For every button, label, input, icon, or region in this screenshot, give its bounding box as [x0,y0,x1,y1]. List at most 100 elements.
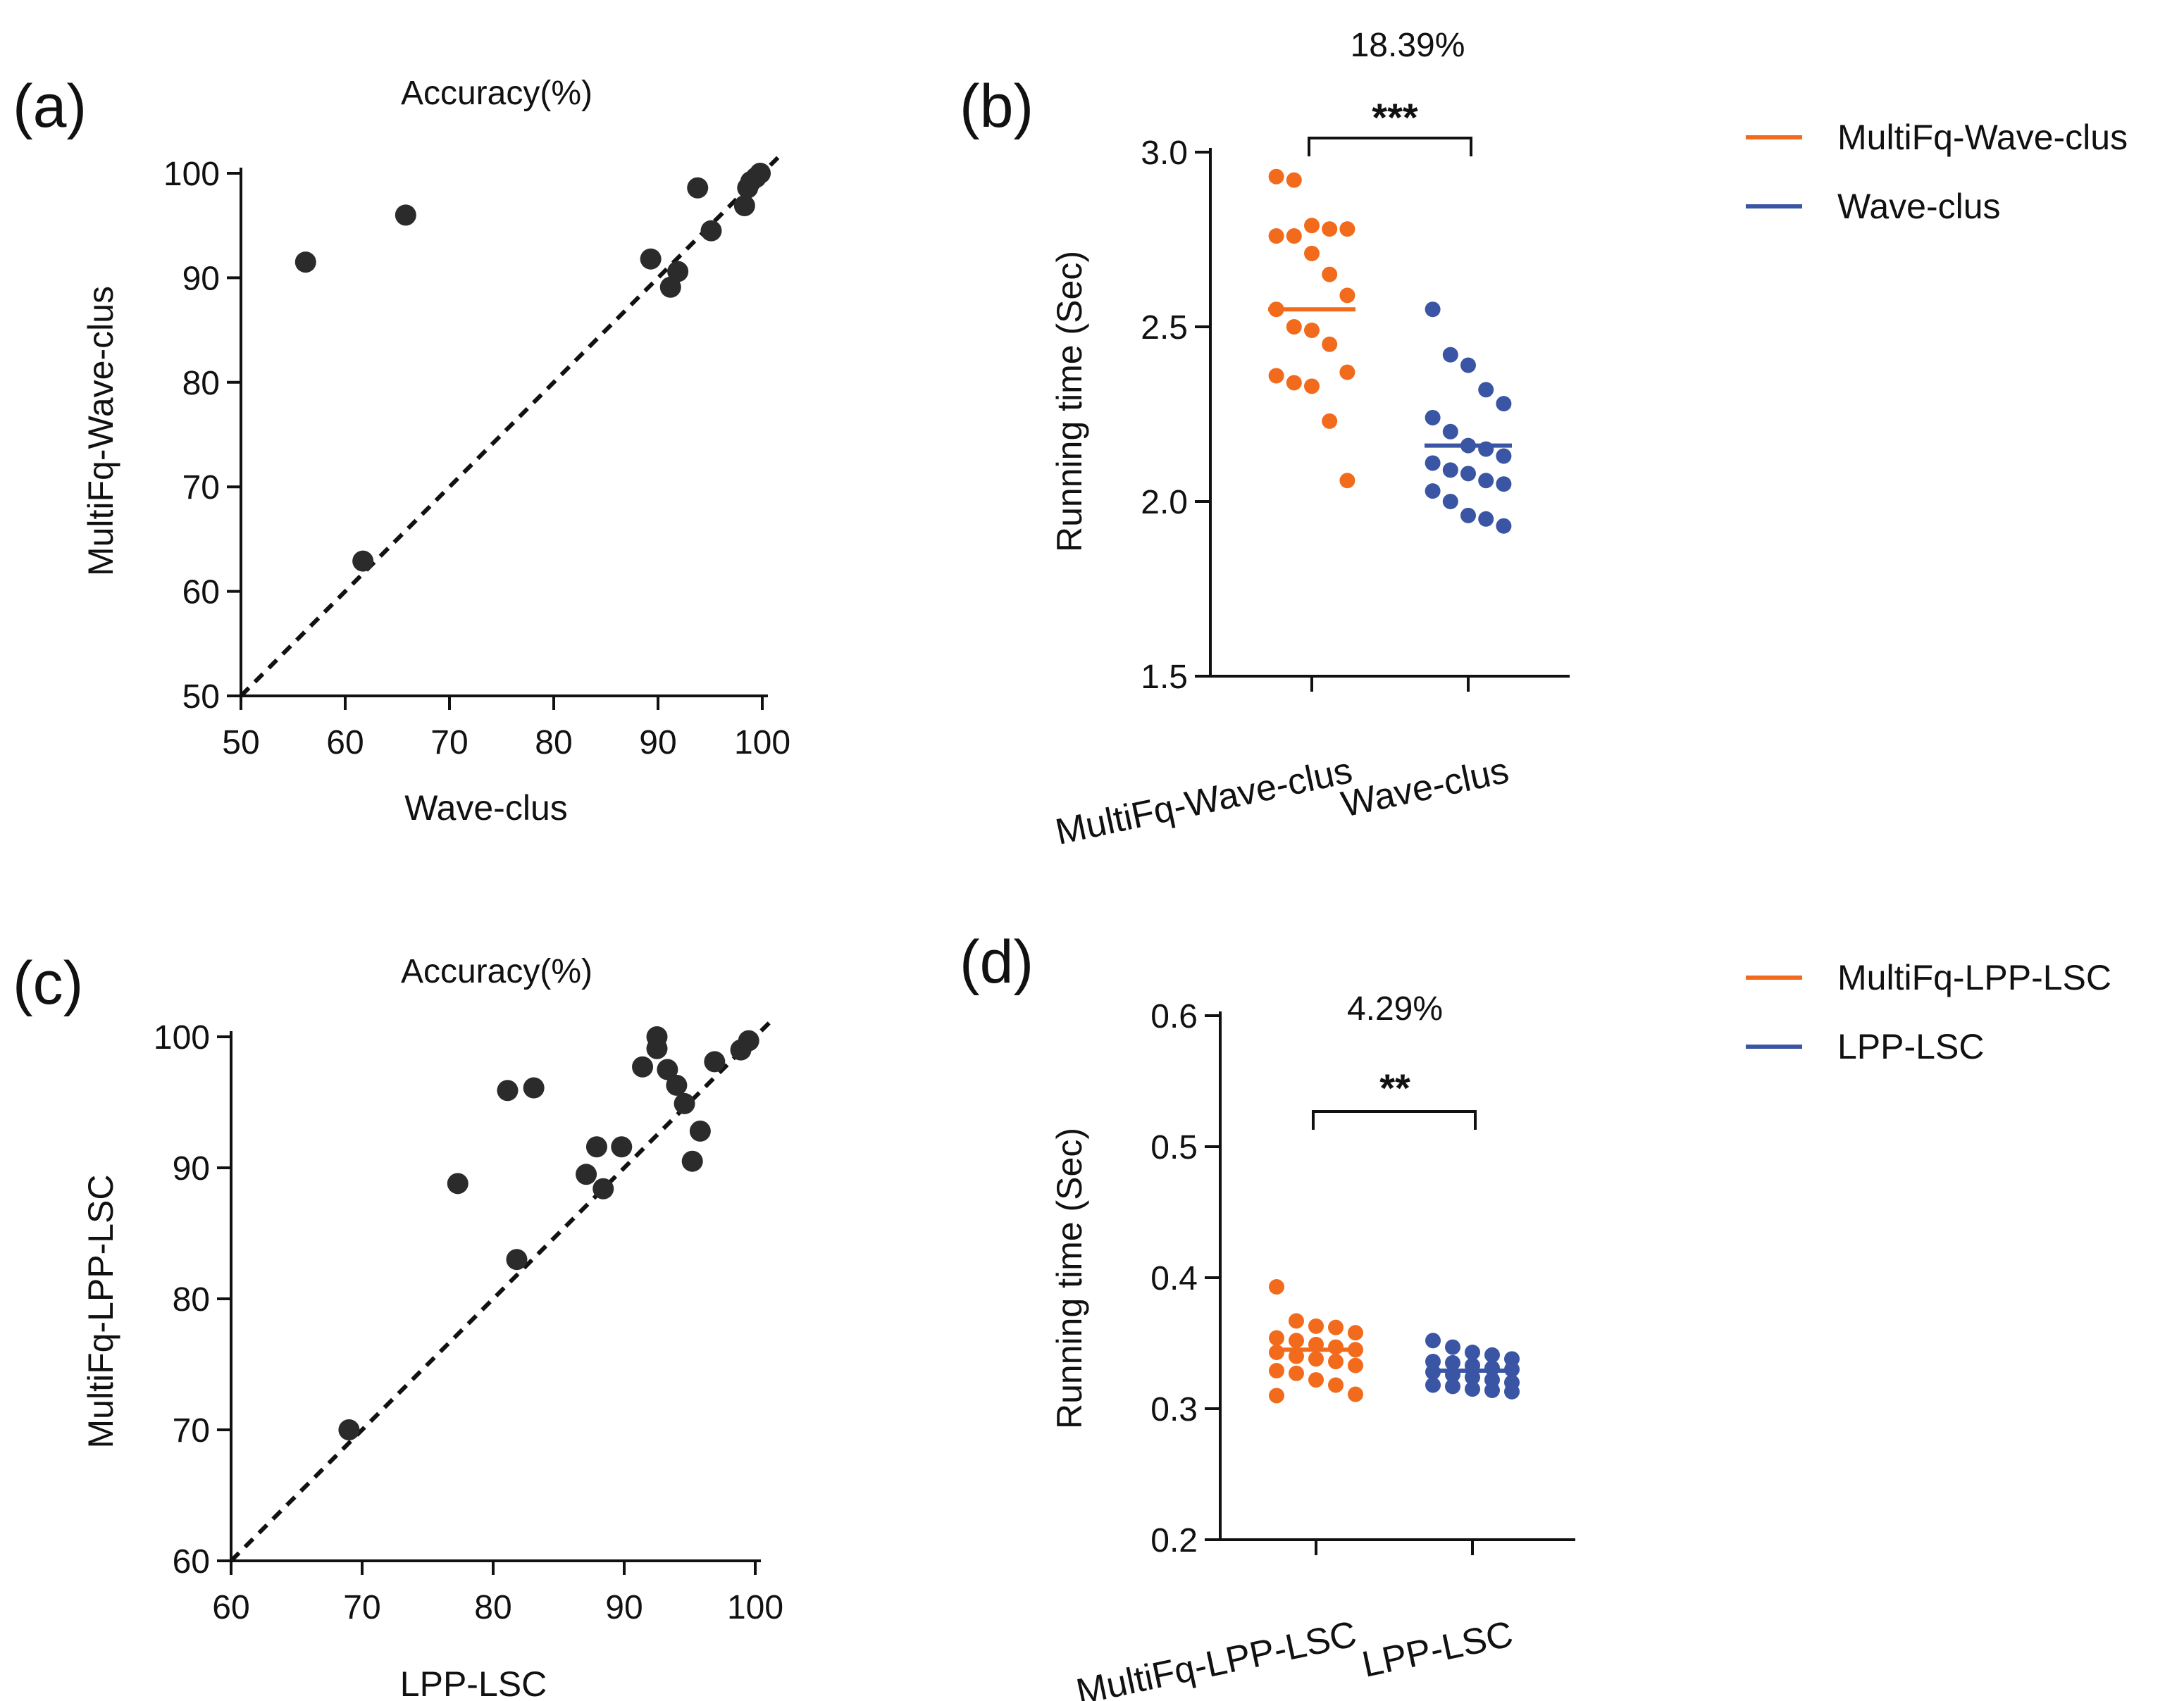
y-tick-label: 2.0 [1141,484,1188,521]
x-tick-label: 90 [605,1589,643,1626]
data-point [1496,518,1512,534]
data-point [1478,441,1494,457]
data-point [1425,409,1441,425]
data-point [1465,1381,1480,1397]
data-point [1322,266,1338,282]
data-point [1478,473,1494,489]
panel-d-percent-annotation: 4.29% [1347,990,1443,1028]
data-point [1445,1354,1460,1371]
data-point [1308,1372,1324,1388]
data-point [1339,364,1355,380]
panel-b-percent-annotation: 18.39% [1351,27,1465,64]
y-tick-label: 0.3 [1150,1391,1198,1428]
data-point [1339,287,1355,304]
scatter-point [750,163,771,184]
scatter-point [674,1092,695,1114]
panel-a-scatter: (a) Accuracy(%) Wave-clus MultiFq-Wave-c… [13,73,790,828]
panel-c-axes [230,1031,761,1562]
y-tick-label: 0.5 [1150,1129,1198,1166]
data-point [1289,1365,1304,1381]
panel-d-significance-stars: ** [1379,1066,1410,1110]
scatter-point [667,261,689,282]
y-tick-label: 90 [173,1150,210,1188]
data-point [1268,168,1284,185]
data-point [1425,483,1441,499]
data-point [1442,494,1458,509]
data-point [1460,507,1476,523]
data-point [1348,1325,1363,1341]
data-point [1445,1339,1460,1355]
panel-a-title: Accuracy(%) [401,75,592,112]
data-point [1304,322,1320,338]
scatter-point [666,1074,688,1096]
y-tick-label: 80 [173,1281,210,1319]
legend: MultiFq-Wave-clus Wave-clus [1746,118,2128,226]
panel-c-title: Accuracy(%) [401,953,592,990]
data-point [1496,396,1512,412]
panel-b-strip: (b) 18.39% *** Running time (Sec) 1.5 2.0… [960,27,2128,853]
scatter-point [576,1164,597,1185]
data-point [1304,378,1320,394]
data-point [1286,228,1302,244]
scatter-point [294,251,316,273]
legend-label: LPP-LSC [1837,1027,1984,1066]
scatter-point [592,1178,614,1200]
scatter-point [646,1038,668,1059]
data-point [1339,473,1355,489]
panel-d-points [1269,1279,1520,1404]
data-point [1442,347,1458,363]
scatter-point [395,204,416,226]
x-tick-label: LPP-LSC [1358,1614,1516,1686]
data-point [1348,1357,1363,1373]
x-tick-label: 70 [430,724,468,761]
x-tick-label: 90 [639,724,676,761]
scatter-point [611,1136,633,1158]
data-point [1465,1369,1480,1385]
panel-a-axes [240,168,768,697]
scatter-point [338,1419,360,1440]
data-point [1286,375,1302,391]
data-point [1322,336,1338,352]
panel-b-significance-stars: *** [1372,95,1418,139]
panel-c-xlabel: LPP-LSC [400,1664,547,1701]
data-point [1484,1347,1500,1363]
data-point [1484,1360,1500,1376]
y-tick-label: 2.5 [1141,309,1188,347]
scatter-point [352,550,374,572]
data-point [1328,1319,1344,1335]
x-tick-label: 60 [326,724,364,761]
legend: MultiFq-LPP-LSC LPP-LSC [1746,958,2111,1066]
x-tick-label: 70 [343,1589,380,1626]
data-point [1442,423,1458,440]
x-tick-label: MultiFq-LPP-LSC [1073,1614,1360,1701]
significance-bracket [1308,137,1472,156]
data-point [1425,1364,1441,1380]
data-point [1308,1351,1324,1367]
x-tick-label: 80 [474,1589,511,1626]
y-tick-label: 50 [182,678,220,716]
scatter-point [733,195,755,217]
y-tick-label: 3.0 [1141,135,1188,172]
panel-c-letter: (c) [13,949,83,1017]
panel-d-strip: (d) 4.29% ** Running time (Sec) 0.2 0.3 0.… [960,928,2111,1701]
panel-a-xlabel: Wave-clus [404,788,568,828]
panel-b-axes [1209,148,1570,678]
data-point [1425,301,1441,318]
panel-b-significance-bracket [1308,137,1472,156]
panel-a-points [294,163,771,572]
identity-dashed-line [239,156,780,698]
x-tick-label: MultiFq-Wave-clus [1052,750,1355,853]
data-point [1348,1342,1363,1358]
scatter-point [704,1051,726,1073]
x-tick-label: 100 [734,724,790,761]
data-point [1460,357,1476,373]
scatter-point [497,1080,519,1102]
x-tick-label: 60 [212,1589,249,1626]
data-point [1504,1383,1520,1400]
data-point [1484,1382,1500,1398]
y-tick-label: 0.4 [1150,1260,1198,1297]
y-tick-label: 100 [163,156,220,193]
panel-d-axes [1219,1011,1575,1541]
